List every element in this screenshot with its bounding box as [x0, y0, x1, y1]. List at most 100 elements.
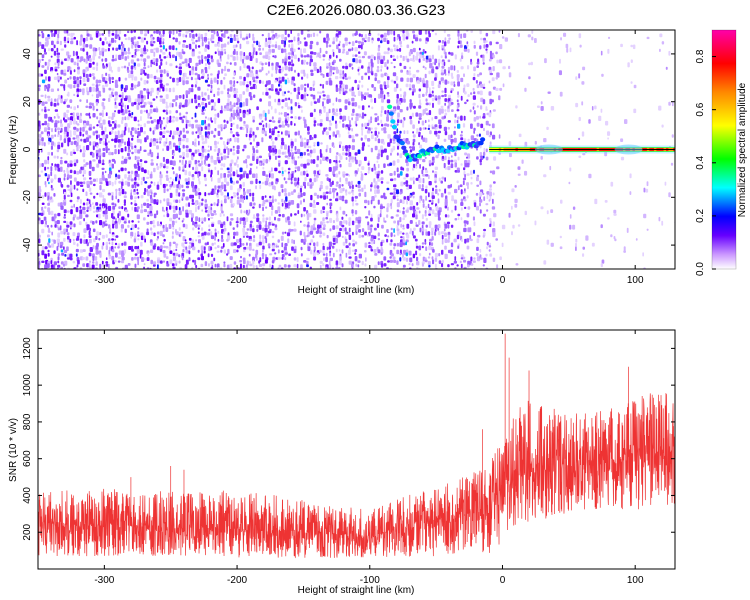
spectrogram-point — [207, 44, 210, 50]
spectrogram-point — [444, 109, 447, 112]
spectrogram-point — [459, 260, 462, 264]
spectrogram-point — [278, 83, 281, 87]
spectrogram-point — [92, 152, 95, 158]
spectrogram-point — [463, 115, 466, 121]
spectrogram-point — [66, 93, 69, 97]
spectrogram-point — [397, 173, 401, 178]
spectrogram-point — [323, 257, 326, 262]
spectrogram-point — [130, 70, 134, 75]
spectrogram-point — [226, 216, 229, 222]
spectrogram-point — [124, 218, 127, 222]
spectrogram-point — [322, 249, 325, 254]
spectrogram-point — [307, 145, 310, 149]
spectrogram-point — [48, 199, 51, 204]
spectrogram-point — [83, 58, 86, 63]
spectrogram-point — [422, 112, 424, 116]
spectrogram-point — [367, 225, 371, 231]
spectrogram-point — [326, 246, 329, 251]
spectrogram-point — [361, 228, 365, 233]
spectrogram-point — [173, 249, 175, 252]
spectrogram-point — [207, 38, 210, 41]
spectrogram-point — [357, 264, 360, 268]
spectrogram-point — [114, 119, 117, 124]
spectrogram-point — [88, 170, 92, 176]
spectrogram-point — [261, 130, 265, 134]
spectrogram-point — [396, 48, 399, 52]
spectrogram-point — [207, 241, 209, 246]
spectrogram-point — [136, 41, 139, 47]
spectrogram-point — [374, 171, 378, 175]
spectrogram-point — [221, 68, 224, 74]
spectrogram-point — [181, 189, 186, 192]
spectrogram-point — [264, 195, 267, 198]
spectrogram-point — [239, 108, 242, 114]
spectrogram-point — [165, 141, 168, 144]
spectrogram-point — [431, 162, 434, 166]
spectrogram-point — [130, 65, 134, 70]
spectrogram-point — [75, 142, 79, 148]
spectrogram-point — [349, 120, 351, 125]
spectrogram-point — [460, 115, 463, 121]
spectrogram-point — [483, 196, 486, 201]
spectrogram-point — [328, 167, 332, 172]
spectrogram-point — [278, 112, 281, 116]
spectrogram-point — [406, 77, 410, 83]
spectrogram-point — [53, 102, 57, 107]
spectrogram-point — [197, 235, 201, 238]
spectrogram-point — [403, 98, 406, 103]
spectrogram-point — [422, 166, 425, 171]
spectrogram-point — [107, 238, 111, 242]
spectrogram-point — [559, 91, 563, 97]
spectrogram-point — [392, 145, 396, 151]
spectrogram-point — [105, 261, 109, 264]
spectrogram-point — [264, 41, 269, 48]
spectrogram-point — [248, 245, 252, 251]
spectrogram-point — [386, 99, 391, 104]
spectrogram-point — [166, 210, 169, 214]
spectrogram-point — [310, 225, 314, 230]
spectrogram-point — [297, 102, 300, 105]
spectrogram-point — [233, 249, 237, 254]
spectrogram-point — [220, 152, 223, 156]
spectrogram-point — [197, 173, 200, 178]
spectrogram-point — [117, 139, 121, 143]
spectrogram-point — [114, 58, 117, 62]
spectrogram-point — [195, 239, 198, 242]
spectrogram-point — [335, 260, 339, 266]
spectrogram-point — [108, 87, 112, 91]
spectrogram-point — [393, 246, 396, 250]
spectrogram-point — [217, 43, 220, 48]
spectrogram-point — [38, 220, 41, 225]
spectrogram-point — [133, 238, 137, 243]
spectrogram-point — [220, 238, 224, 242]
spectrogram-point — [344, 41, 348, 46]
spectrogram-point — [352, 191, 354, 196]
spectrogram-point — [192, 176, 195, 181]
spectrogram-point — [402, 232, 405, 235]
spectrogram-point — [460, 40, 462, 45]
spectrogram-point — [185, 119, 189, 124]
spectrogram-point — [451, 109, 454, 112]
spectrogram-point — [281, 198, 284, 203]
spectrogram-point — [152, 130, 155, 135]
spectrogram-point — [492, 192, 495, 196]
spectrogram-point — [232, 76, 235, 80]
spectrogram-point — [252, 153, 256, 157]
spectrogram-point — [440, 55, 443, 59]
spectrogram-point — [261, 34, 264, 37]
spectrogram-point — [397, 112, 400, 118]
spectrogram-point — [89, 180, 93, 185]
spectrogram-point — [277, 217, 281, 222]
spectrogram-point — [268, 101, 272, 107]
spectrogram-point — [431, 256, 434, 260]
spectrogram-point — [336, 264, 339, 267]
spectrogram-point — [201, 221, 204, 224]
spectrogram-point — [258, 79, 262, 84]
spectrogram-point — [338, 31, 342, 35]
spectrogram-point — [322, 206, 326, 210]
spectrogram-point — [172, 209, 176, 213]
spectrogram-point — [333, 160, 336, 163]
spectrogram-point — [381, 106, 384, 111]
spectrogram-point — [102, 105, 106, 110]
spectrogram-point — [415, 165, 418, 169]
